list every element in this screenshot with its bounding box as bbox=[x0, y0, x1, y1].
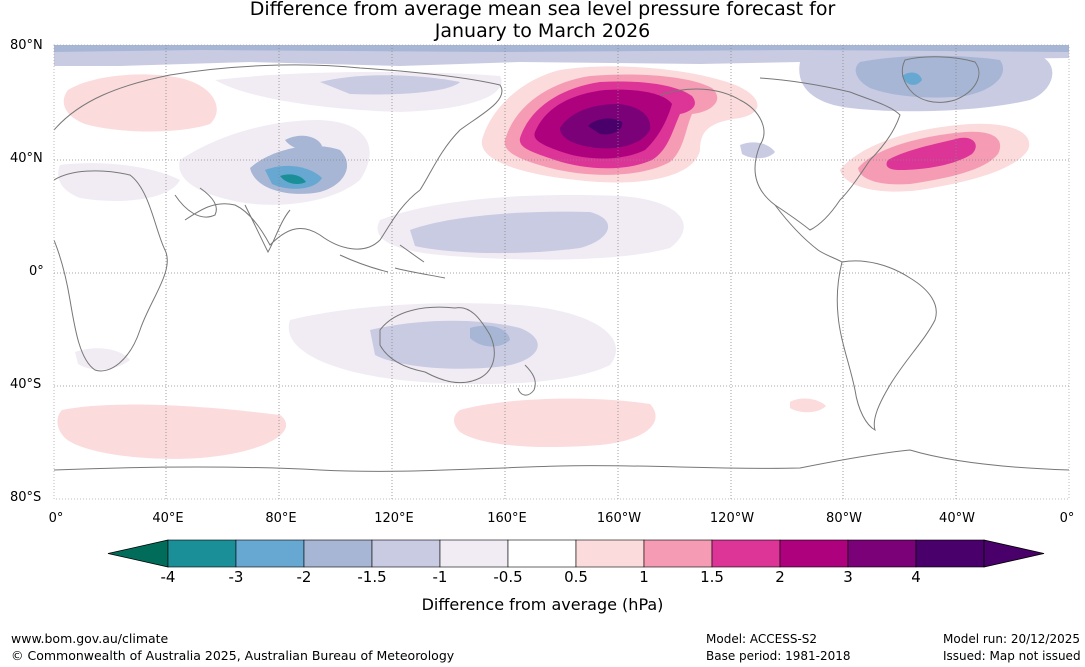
graticule bbox=[54, 45, 1069, 499]
lon-label-80e: 80°E bbox=[265, 511, 297, 526]
footer-model: Model: ACCESS-S2 bbox=[706, 632, 818, 646]
colorbar-tick-label: 1 bbox=[639, 568, 649, 586]
colorbar-segment bbox=[303, 539, 373, 568]
lon-label-40w: 40°W bbox=[939, 511, 975, 526]
footer-base-period: Base period: 1981-2018 bbox=[706, 649, 851, 663]
colorbar-high-extension bbox=[983, 539, 1045, 568]
lon-label-120w: 120°W bbox=[709, 511, 755, 526]
lon-label-120e: 120°E bbox=[374, 511, 414, 526]
southern-ocean-positive-region bbox=[57, 404, 287, 459]
lat-label-equator: 0° bbox=[29, 264, 44, 279]
lon-label-160e: 160°E bbox=[487, 511, 527, 526]
colorbar-title: Difference from average (hPa) bbox=[421, 595, 664, 614]
colorbar-tick-label: 0.5 bbox=[564, 568, 588, 586]
colorbar-segment bbox=[371, 539, 441, 568]
colorbar-tick-label: 4 bbox=[911, 568, 921, 586]
colorbar-segment bbox=[643, 539, 713, 568]
colorbar-segment bbox=[779, 539, 849, 568]
colorbar-low-extension bbox=[107, 539, 169, 568]
colorbar-segment bbox=[167, 539, 237, 568]
colorbar-tick-label: -3 bbox=[228, 568, 244, 586]
colorbar-tick-label: 2 bbox=[775, 568, 785, 586]
colorbar-tick-label: 3 bbox=[843, 568, 853, 586]
lat-label-80s: 80°S bbox=[10, 490, 42, 505]
lon-label-40e: 40°E bbox=[152, 511, 184, 526]
colorbar-tick-label: -2 bbox=[296, 568, 312, 586]
north-pacific-anomaly-core bbox=[588, 118, 623, 135]
south-america-coast bbox=[836, 260, 937, 432]
lon-label-160w: 160°W bbox=[596, 511, 642, 526]
colorbar-tick-label: -4 bbox=[160, 568, 176, 586]
lat-label-40s: 40°S bbox=[10, 377, 42, 392]
colorbar-segment bbox=[575, 539, 645, 568]
footer-url: www.bom.gov.au/climate bbox=[11, 631, 169, 646]
footer-copyright: © Commonwealth of Australia 2025, Austra… bbox=[11, 648, 455, 663]
footer-model-run: Model run: 20/12/2025 bbox=[943, 632, 1081, 646]
colorbar-tick-label: -1.5 bbox=[357, 568, 387, 586]
colorbar-segment bbox=[711, 539, 781, 568]
europe-positive-region bbox=[63, 74, 217, 132]
lat-label-80n: 80°N bbox=[10, 38, 43, 53]
lon-label-0-left: 0° bbox=[48, 511, 64, 526]
colorbar bbox=[107, 539, 1045, 568]
colorbar-tick-label: -0.5 bbox=[493, 568, 523, 586]
australia-coast bbox=[379, 306, 495, 384]
colorbar-tick-label: -1 bbox=[432, 568, 448, 586]
colorbar-segment bbox=[847, 539, 917, 568]
colorbar-segment bbox=[439, 539, 509, 568]
anomaly-shading bbox=[54, 45, 1069, 459]
map-title-line1: Difference from average mean sea level p… bbox=[249, 0, 836, 20]
lon-label-0-right: 0° bbox=[1059, 511, 1075, 526]
colorbar-segment bbox=[235, 539, 305, 568]
lon-label-80w: 80°W bbox=[826, 511, 862, 526]
antarctica-coast bbox=[54, 449, 1069, 472]
north-atlantic-anomaly-core bbox=[886, 137, 976, 170]
footer-issued: Issued: Map not issued bbox=[943, 649, 1081, 663]
colorbar-tick-label: 1.5 bbox=[700, 568, 724, 586]
coastlines bbox=[54, 56, 1069, 472]
colorbar-segment bbox=[507, 539, 577, 568]
map-title-line2: January to March 2026 bbox=[434, 20, 651, 42]
lat-label-40n: 40°N bbox=[10, 151, 43, 166]
colorbar-segment bbox=[915, 539, 985, 568]
